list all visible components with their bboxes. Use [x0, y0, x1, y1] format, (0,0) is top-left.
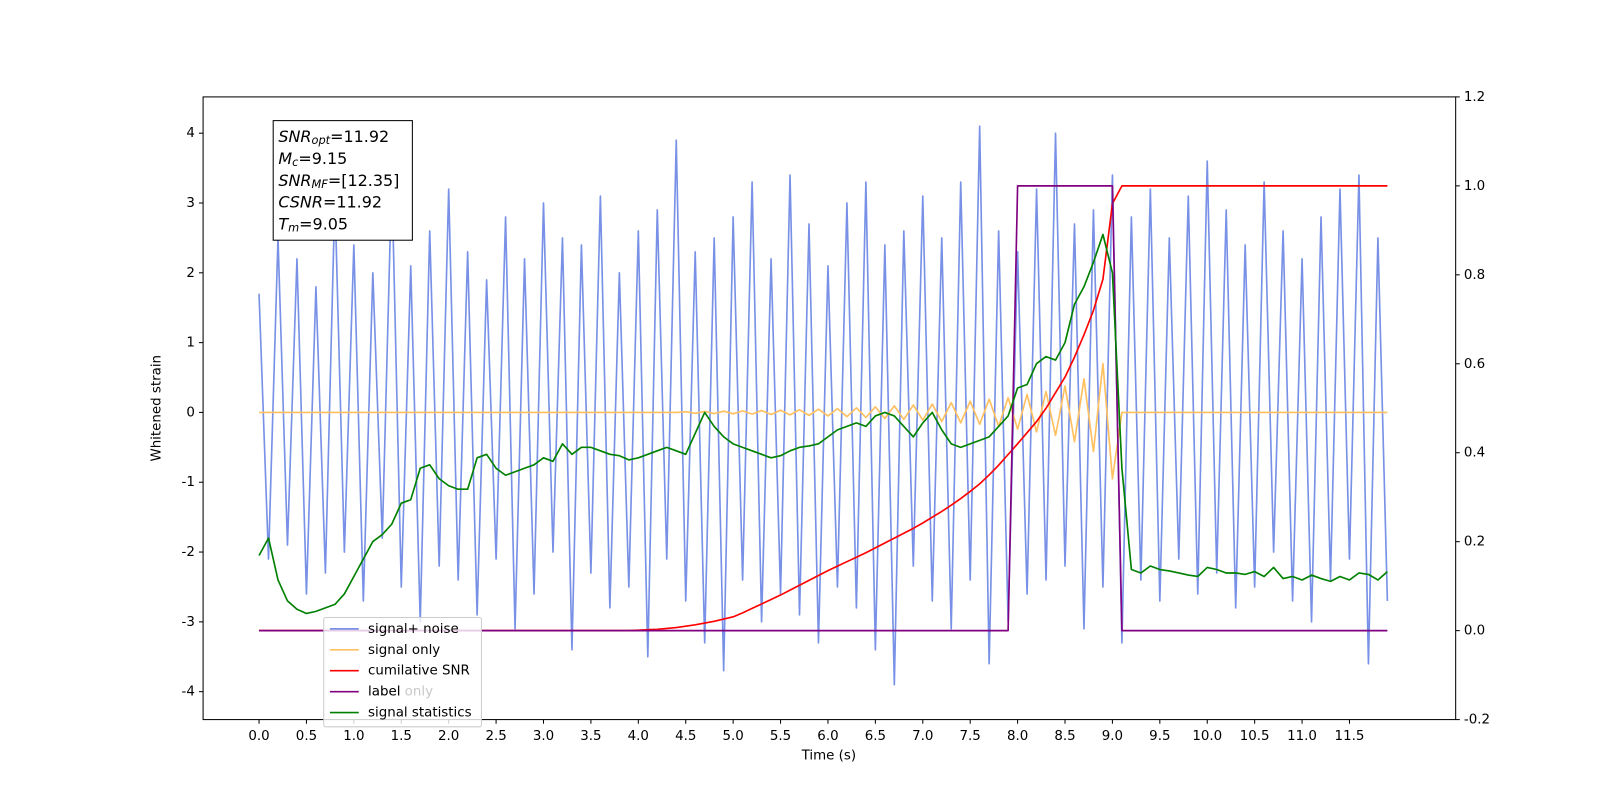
y-tick-label: -4 — [181, 685, 194, 700]
y2-tick-label: 1.2 — [1464, 90, 1485, 105]
legend-label: cumilative SNR — [368, 664, 470, 679]
annotation-value: =9.15 — [298, 148, 347, 167]
annotation-line: SNRMF=[12.35] — [278, 170, 399, 191]
x-tick-label: 3.5 — [580, 729, 601, 744]
legend-label: signal+ noise — [368, 622, 459, 637]
x-tick-label: 5.5 — [770, 729, 791, 744]
series-line — [259, 362, 1388, 480]
x-tick-label: 6.0 — [817, 729, 838, 744]
series-line — [259, 185, 1388, 632]
y-tick-label: 1 — [186, 336, 195, 351]
x-axis-label: Time (s) — [801, 749, 856, 764]
annotation-symbol: M — [278, 148, 292, 167]
y2-tick-label: 0.6 — [1464, 357, 1485, 372]
x-tick-label: 0.5 — [296, 729, 317, 744]
series-line — [259, 185, 1388, 632]
annotation-value: =11.92 — [330, 127, 389, 146]
x-tick-label: 2.5 — [485, 729, 506, 744]
y-tick-label: -3 — [181, 615, 194, 630]
x-tick-label: 9.5 — [1149, 729, 1170, 744]
legend-overlay-text: label only — [368, 685, 433, 700]
x-tick-label: 1.0 — [343, 729, 364, 744]
annotation-symbol: T — [278, 214, 289, 233]
series-line — [258, 125, 1389, 686]
annotation-line: CSNR=11.92 — [278, 192, 382, 211]
y-tick-label: 3 — [186, 196, 195, 211]
y-tick-label: -2 — [181, 545, 194, 560]
x-tick-label: 3.0 — [533, 729, 554, 744]
y2-tick-label: 1.0 — [1464, 179, 1485, 194]
annotation-line: Mc=9.15 — [278, 148, 347, 169]
plot-frame — [202, 96, 1457, 721]
annotation-subscript: MF — [312, 177, 329, 191]
y-tick-label: 4 — [186, 126, 195, 141]
legend-label: signal statistics — [368, 706, 472, 721]
y-tick-label: 2 — [186, 266, 195, 281]
annotation-subscript: m — [288, 221, 299, 235]
annotation-box — [272, 120, 413, 241]
x-tick-label: 8.0 — [1007, 729, 1028, 744]
annotation-symbol: SNR — [278, 127, 311, 146]
y-tick-label: -1 — [181, 475, 194, 490]
annotation-subscript: opt — [312, 133, 331, 147]
x-tick-label: 10.0 — [1192, 729, 1222, 744]
x-tick-label: 4.0 — [628, 729, 649, 744]
x-tick-label: 7.0 — [912, 729, 933, 744]
annotation-value: =[12.35] — [328, 170, 400, 189]
x-tick-label: 9.0 — [1102, 729, 1123, 744]
x-tick-label: 8.5 — [1054, 729, 1075, 744]
x-tick-label: 7.5 — [960, 729, 981, 744]
x-tick-label: 2.0 — [438, 729, 459, 744]
legend-label: signal only — [368, 643, 440, 658]
annotation-line: SNRopt=11.92 — [278, 127, 389, 148]
legend-label: label — [368, 685, 400, 700]
x-tick-label: 11.0 — [1287, 729, 1317, 744]
y-axis-label: Whitened strain — [150, 355, 165, 462]
y2-tick-label: 0.8 — [1464, 268, 1485, 283]
series-line — [258, 233, 1388, 615]
annotation-value: =9.05 — [299, 214, 348, 233]
annotation-line: Tm=9.05 — [278, 214, 348, 235]
annotation-symbol: CSNR — [278, 192, 323, 211]
annotation-subscript: c — [292, 155, 299, 169]
annotation-value: =11.92 — [323, 192, 382, 211]
x-tick-label: 11.5 — [1335, 729, 1365, 744]
annotation-symbol: SNR — [278, 170, 311, 189]
y2-tick-label: 0.0 — [1464, 624, 1485, 639]
x-tick-label: 5.0 — [722, 729, 743, 744]
x-tick-label: 10.5 — [1240, 729, 1270, 744]
y-tick-label: 0 — [186, 405, 195, 420]
y2-tick-label: 0.4 — [1464, 446, 1485, 461]
x-tick-label: 1.5 — [391, 729, 412, 744]
legend-box — [323, 617, 482, 728]
x-tick-label: 4.5 — [675, 729, 696, 744]
x-tick-label: 6.5 — [865, 729, 886, 744]
y2-tick-label: -0.2 — [1464, 713, 1490, 728]
y2-tick-label: 0.2 — [1464, 535, 1485, 550]
x-tick-label: 0.0 — [248, 729, 269, 744]
